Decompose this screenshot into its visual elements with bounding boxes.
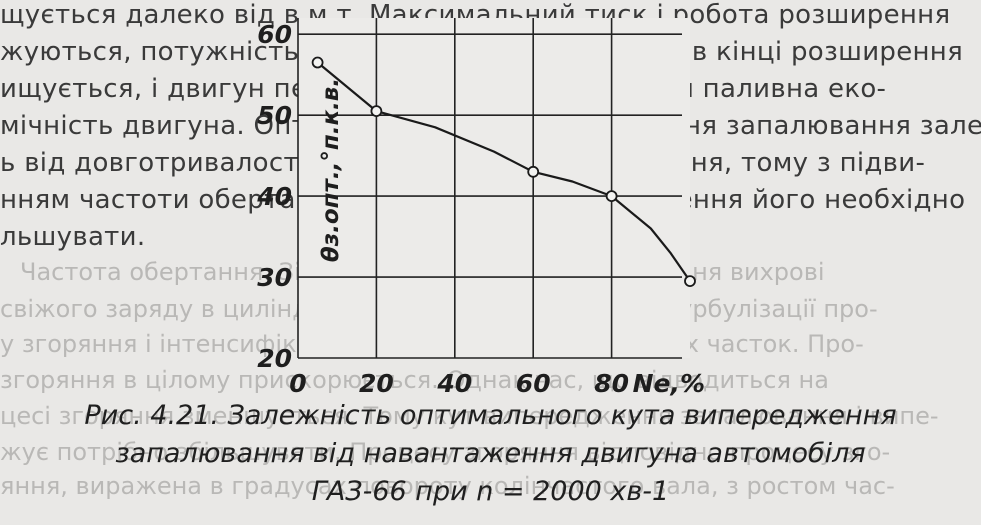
y-tick-label: 40 (256, 182, 292, 211)
data-point (684, 275, 696, 287)
x-tick-label: 0 (289, 369, 306, 398)
body-text-line: згоряння в цілому прискорюється. Однак ч… (0, 366, 829, 394)
data-point (527, 165, 540, 178)
x-tick-label: 40 (436, 369, 472, 398)
marker-group (311, 56, 696, 287)
caption-line-2: запалювання від навантаження двигуна авт… (115, 438, 866, 469)
figure-chart: 0 20 40 60 80 20 30 40 50 60 Ne,% θз.опт.,°п.к.в. (250, 0, 720, 400)
y-tick-label: 20 (257, 344, 292, 373)
data-point (370, 105, 383, 117)
x-tick-label: 80 (594, 369, 629, 398)
series-line (316, 61, 691, 282)
data-point (605, 190, 618, 202)
caption-line-1: Рис. 4.21. Залежність оптимального кута … (84, 400, 897, 431)
x-axis-label: Ne,% (633, 369, 705, 398)
body-text-line: льшувати. (0, 222, 146, 252)
x-tick-label: 60 (516, 369, 551, 398)
caption-line-3: ГАЗ-66 при n = 2000 хв-1 (311, 476, 670, 507)
y-tick-label: 50 (257, 101, 292, 130)
y-tick-label: 30 (257, 263, 292, 292)
body-text-line: яння, виражена в градусах повороту колін… (0, 472, 895, 500)
plot-area (298, 18, 690, 358)
body-text-line: жує потрібно збільшувати. Процесу згорян… (0, 438, 891, 466)
body-text-line: цесі згоряння зменшується. Тому кут випе… (0, 402, 939, 430)
y-tick-label: 60 (257, 20, 292, 49)
data-point (311, 56, 324, 69)
y-axis-label: θз.опт.,°п.к.в. (318, 78, 344, 262)
x-tick-label: 20 (359, 369, 394, 398)
curve-group (316, 61, 691, 282)
grid-lines (297, 18, 682, 359)
